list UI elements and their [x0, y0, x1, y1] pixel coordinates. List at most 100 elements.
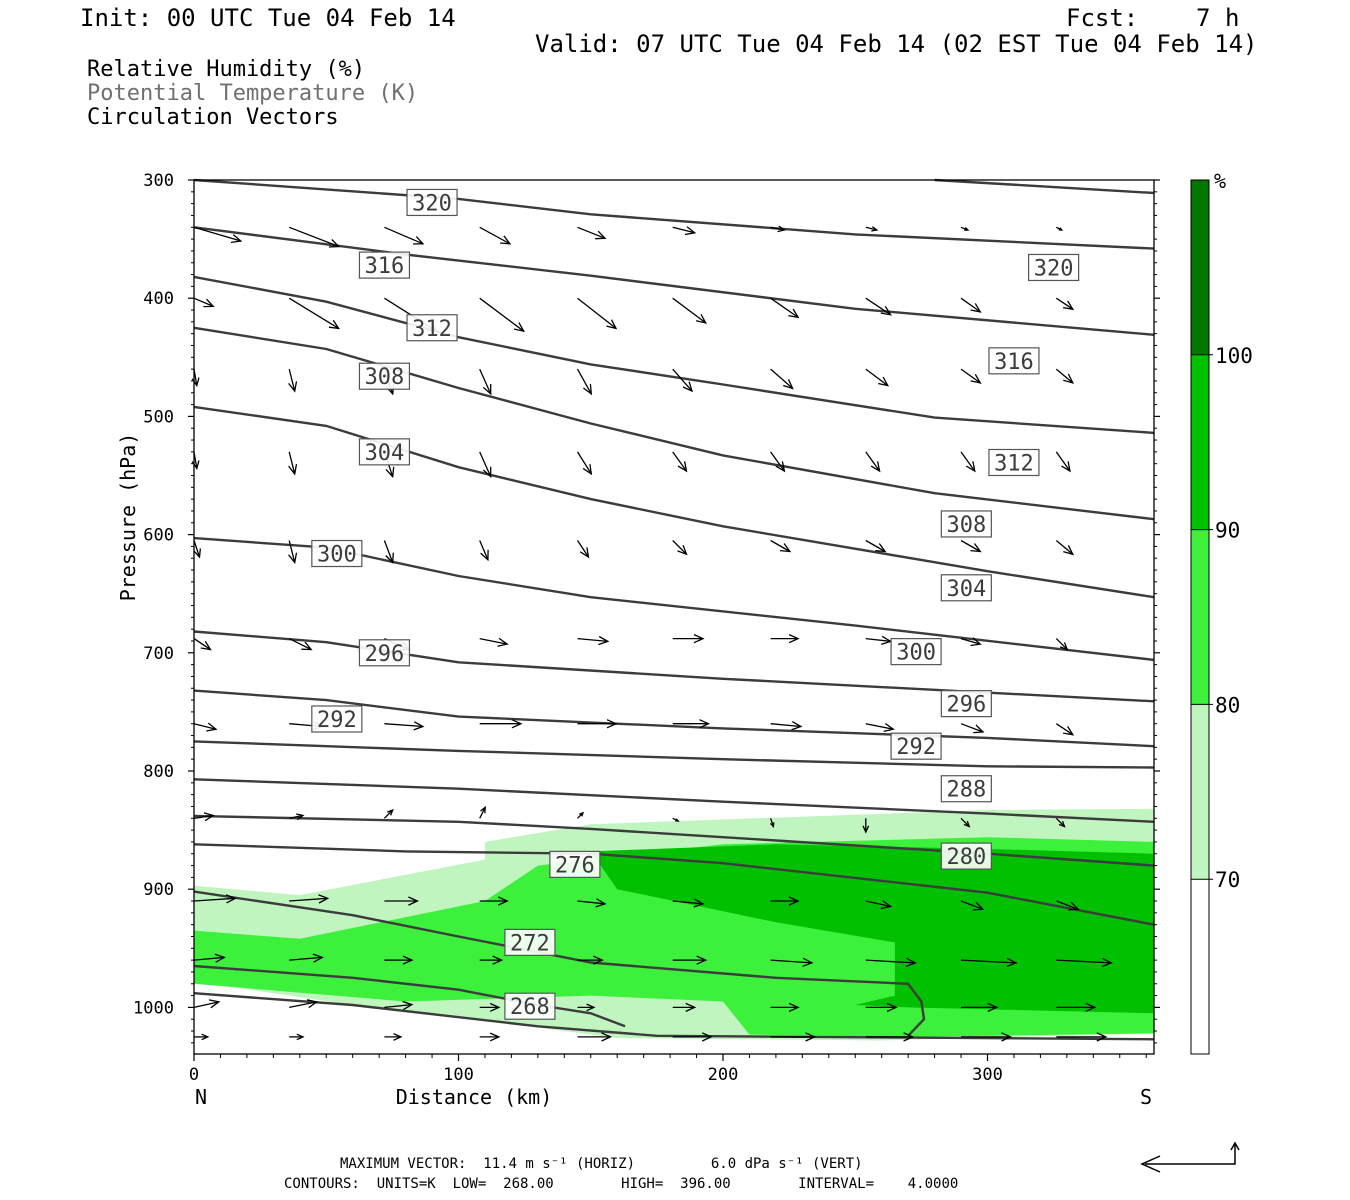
circulation-vector	[576, 368, 593, 396]
circulation-vector	[193, 297, 215, 308]
theta-contour-label: 296	[358, 639, 411, 667]
colorbar-label: 70	[1215, 868, 1240, 892]
theta-contour-288	[193, 740, 1155, 769]
theta-contour-292	[193, 689, 1155, 748]
y-tick-label: 1000	[133, 998, 174, 1018]
circulation-vector	[479, 1002, 501, 1012]
circulation-vector	[1056, 1032, 1108, 1042]
circulation-vector	[770, 896, 800, 906]
y-axis-title: Pressure (hPa)	[116, 433, 140, 602]
svg-text:308: 308	[946, 513, 986, 538]
circulation-vector	[865, 451, 881, 473]
circulation-vector	[577, 226, 607, 240]
circulation-vector	[960, 368, 982, 384]
theta-contour-label: 272	[504, 928, 556, 956]
circulation-vector	[960, 957, 1018, 968]
x-axis-title: Distance (km)	[396, 1085, 553, 1109]
circulation-vector	[672, 368, 694, 393]
legend-relative-humidity: Relative Humidity (%)	[87, 57, 366, 82]
circulation-vector	[479, 637, 509, 647]
svg-text:292: 292	[317, 708, 357, 733]
reference-vector-left-arrowhead	[1140, 1155, 1161, 1173]
circulation-vector	[1056, 900, 1080, 911]
circulation-vector	[288, 451, 298, 476]
circulation-vector	[289, 894, 330, 904]
x-tick-label: 0	[189, 1065, 199, 1085]
circulation-vector	[479, 955, 504, 965]
circulation-vector	[865, 368, 890, 387]
svg-text:304: 304	[946, 577, 986, 602]
circulation-vector	[960, 297, 982, 313]
circulation-vector	[770, 634, 800, 644]
circulation-vector	[865, 635, 893, 646]
theta-contour-label: 304	[358, 438, 411, 466]
circulation-vector	[383, 540, 394, 564]
x-tick-label: 200	[708, 1065, 739, 1085]
colorbar: 70 80 90 100%	[1190, 169, 1253, 1055]
y-tick-label: 800	[143, 762, 174, 782]
circulation-vector	[865, 1032, 915, 1042]
circulation-vector	[960, 539, 982, 553]
circulation-vector	[577, 811, 585, 819]
circulation-vector	[960, 817, 971, 828]
circulation-vector	[865, 297, 892, 316]
svg-text:288: 288	[946, 778, 986, 803]
theta-contour-312	[193, 275, 1155, 435]
circulation-vector	[577, 955, 604, 965]
circulation-vector	[577, 719, 618, 729]
circulation-vector	[770, 225, 786, 233]
theta-contour-label: 312	[406, 314, 458, 342]
circulation-vector	[865, 957, 917, 968]
y-tick-label: 300	[143, 171, 174, 191]
circulation-vector	[384, 1033, 403, 1041]
circulation-vector	[193, 540, 202, 559]
forecast-hour: Fcst: 7 h	[1066, 4, 1240, 32]
rh-shading-layer	[194, 808, 1155, 1041]
circulation-vector	[1055, 638, 1069, 651]
circulation-vector	[960, 723, 985, 734]
theta-contour-label: 308	[940, 510, 992, 538]
circulation-vector	[865, 1002, 898, 1012]
svg-text:320: 320	[412, 191, 452, 216]
svg-text:312: 312	[412, 317, 452, 342]
theta-contour-layer	[193, 178, 1155, 1041]
svg-text:280: 280	[946, 845, 986, 870]
circulation-vector-layer	[191, 225, 1113, 1042]
theta-contour-276	[193, 843, 1155, 926]
colorbar-label: 80	[1215, 693, 1240, 717]
colorbar-label: 100	[1215, 344, 1253, 368]
circulation-vector	[770, 297, 800, 319]
circulation-vector	[479, 297, 525, 333]
y-tick-label: 700	[143, 644, 174, 664]
circulation-vector	[289, 813, 305, 821]
circulation-vector	[191, 368, 200, 388]
svg-text:316: 316	[365, 254, 405, 279]
legend-circulation-vectors: Circulation Vectors	[87, 105, 339, 130]
circulation-vector	[1055, 723, 1075, 736]
circulation-vector	[193, 999, 221, 1009]
circulation-vector	[479, 1032, 501, 1042]
circulation-vector	[479, 719, 523, 729]
circulation-vector	[1056, 226, 1064, 231]
init-time: Init: 00 UTC Tue 04 Feb 14	[80, 4, 456, 32]
circulation-vector	[1055, 817, 1066, 828]
circulation-vector	[1055, 368, 1075, 384]
theta-contour-label: 276	[549, 850, 601, 878]
x-tick-label: 300	[972, 1065, 1003, 1085]
reference-vector-axes	[1145, 1144, 1236, 1165]
svg-text:320: 320	[1034, 256, 1074, 281]
theta-contour-label: 292	[311, 705, 363, 733]
theta-contour-label: 296	[940, 690, 992, 718]
circulation-vector	[862, 818, 870, 834]
circulation-vector	[961, 1032, 1013, 1042]
circulation-vector	[479, 368, 492, 396]
circulation-vector	[193, 722, 218, 732]
theta-contour-284	[193, 778, 1155, 823]
theta-contour-label: 304	[940, 574, 992, 602]
circulation-vector	[1055, 297, 1075, 311]
circulation-vector	[384, 1000, 414, 1011]
y-tick-label: 500	[143, 407, 174, 427]
circulation-vector	[960, 900, 985, 911]
circulation-vector	[1056, 957, 1113, 968]
